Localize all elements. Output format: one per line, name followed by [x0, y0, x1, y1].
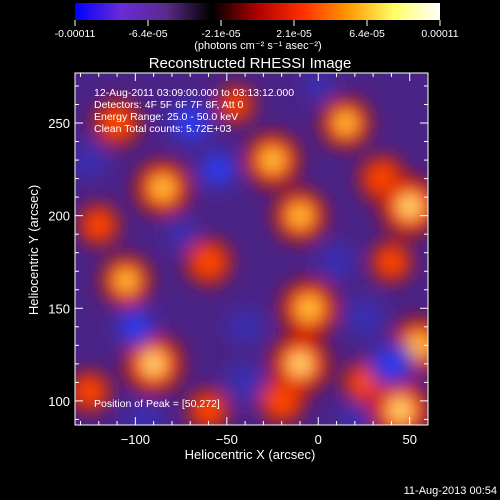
y-axis-label: Heliocentric Y (arcsec) — [26, 185, 41, 315]
heatmap-peak-center — [293, 357, 306, 370]
heatmap-cool-blob — [75, 142, 108, 179]
colorbar-tick-label: 0.00011 — [421, 28, 458, 40]
heatmap-cool-blob — [338, 403, 371, 425]
heatmap-cool-core — [379, 351, 404, 376]
footer-timestamp: 11-Aug-2013 00:54 — [404, 485, 497, 497]
heatmap-cool-core — [124, 315, 147, 338]
heatmap-cool-blob — [225, 362, 266, 403]
x-tick-label: 50 — [402, 432, 416, 447]
heatmap-cool-blob — [227, 308, 264, 345]
heatmap-hot-core — [83, 210, 114, 240]
heatmap-peak-core — [297, 296, 321, 320]
heatmap — [75, 73, 428, 425]
annotation-line: 12-Aug-2011 03:09:00.000 to 03:13:12.000 — [94, 87, 294, 99]
annotations: 12-Aug-2011 03:09:00.000 to 03:13:12.000… — [94, 87, 294, 135]
heatmap-hot-core — [100, 106, 134, 140]
colorbar-tick-label: -0.00011 — [55, 28, 96, 40]
annotation-line: Detectors: 4F 5F 6F 7F 8F, Att 0 — [94, 99, 244, 111]
x-tick-label: −100 — [121, 432, 150, 447]
heatmap-peak-core — [407, 334, 428, 357]
chart-title: Reconstructed RHESSI Image — [149, 55, 352, 72]
annotation-line: Clean Total counts: 5.72E+03 — [94, 123, 231, 135]
heatmap-peak-core — [261, 148, 284, 172]
annotation-line: Energy Range: 25.0 - 50.0 keV — [94, 111, 238, 123]
heatmap-cool-core — [206, 158, 229, 181]
heatmap-hot-core — [75, 376, 105, 407]
heatmap-hot-core — [193, 395, 224, 425]
colorbar-unit-label: (photons cm⁻² s⁻¹ asec⁻²) — [194, 40, 321, 52]
colorbar-ticks: -0.00011 -6.4e-05 -2.1e-05 2.1e-05 6.4e-05 0.… — [55, 20, 459, 40]
colorbar-tick-label: 2.1e-05 — [276, 28, 312, 40]
y-tick-label: 150 — [48, 301, 70, 316]
heatmap-hot-core — [222, 91, 250, 118]
heatmap-hot-core — [192, 245, 225, 279]
heatmap-peak-center — [403, 200, 416, 213]
heatmap-peak-core — [151, 176, 174, 199]
heatmap-cool-blob — [318, 243, 355, 280]
axis-ticks: −100 −50 0 50 100 150 200 250 — [48, 73, 429, 447]
colorbar-tick-label: 6.4e-05 — [349, 28, 385, 40]
heatmap-hot-core — [265, 384, 299, 418]
heatmap-cool-blob — [165, 218, 198, 251]
y-tick-label: 250 — [48, 116, 70, 131]
peak-position-label: Position of Peak = [50,272] — [94, 398, 220, 410]
heatmap-cool-blob — [343, 297, 384, 338]
heatmap-peak-core — [115, 270, 137, 291]
heatmap-peak-core — [289, 204, 311, 227]
x-tick-label: −50 — [216, 432, 238, 447]
colorbar-tick-label: -2.1e-05 — [201, 28, 240, 40]
colorbar — [75, 3, 440, 20]
x-axis-label: Heliocentric X (arcsec) — [185, 447, 316, 462]
heatmap-peak-core — [335, 112, 356, 134]
colorbar-tick-label: -6.4e-05 — [128, 28, 167, 40]
plot-frame — [74, 72, 429, 426]
y-tick-label: 200 — [48, 209, 70, 224]
heatmap-peak-center — [147, 357, 160, 370]
x-tick-label: 0 — [315, 432, 322, 447]
heatmap-peak-center — [394, 404, 407, 417]
heatmap-cool-core — [178, 111, 203, 136]
heatmap-hot-core — [376, 247, 407, 277]
y-tick-label: 100 — [48, 394, 70, 409]
heatmap-cool-blob — [302, 73, 335, 102]
